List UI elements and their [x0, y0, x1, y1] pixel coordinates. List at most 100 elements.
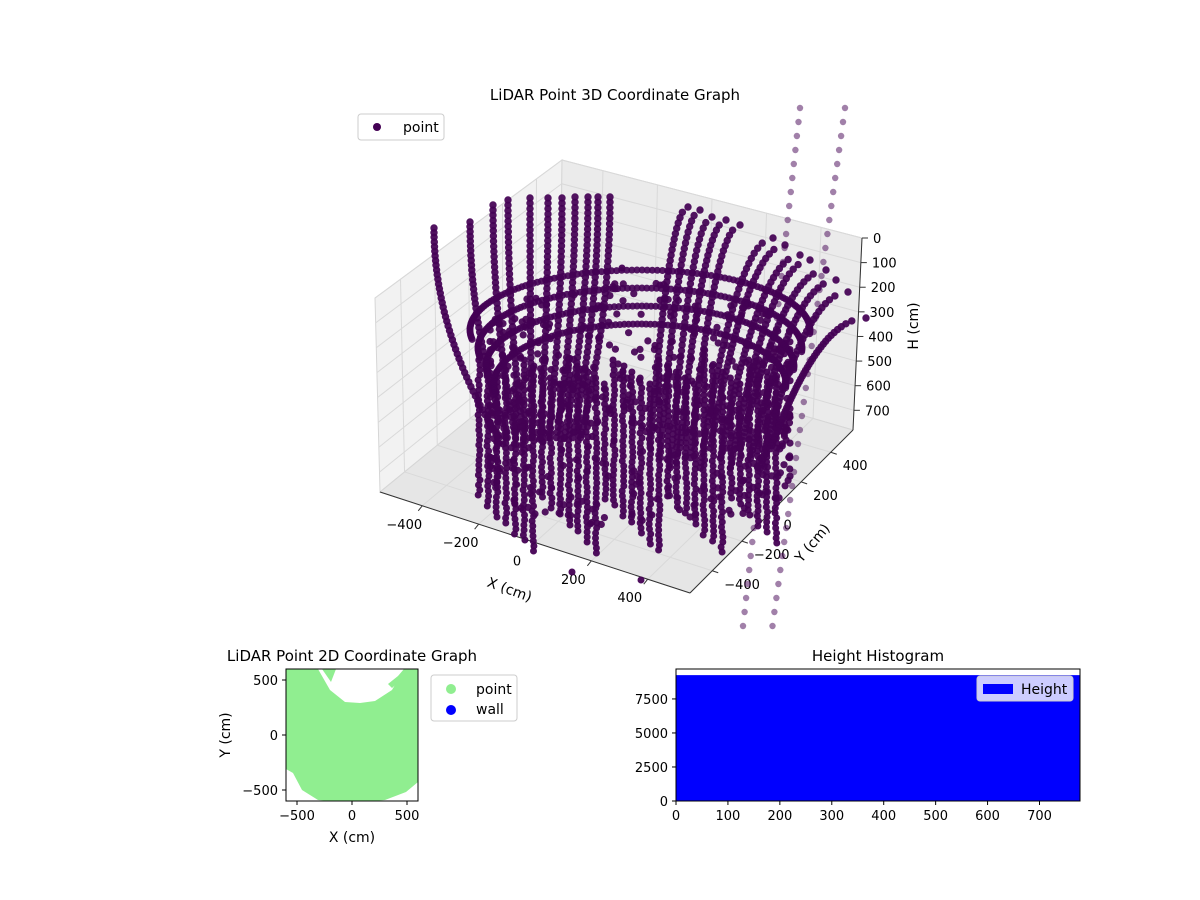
data-point — [656, 296, 664, 304]
data-point — [619, 397, 627, 405]
data-point — [592, 252, 601, 260]
data-point — [736, 444, 745, 452]
data-point — [656, 448, 665, 456]
data-point — [781, 538, 788, 546]
data-point — [679, 250, 687, 258]
data-point — [605, 241, 613, 249]
x-tick-3d — [474, 523, 480, 530]
data-point — [699, 531, 707, 539]
data-point — [570, 236, 579, 244]
data-point — [558, 226, 566, 234]
data-point — [636, 469, 644, 477]
data-point — [675, 369, 683, 377]
x-axis-label-3d: X (cm) — [485, 575, 534, 606]
data-point — [682, 439, 690, 447]
data-point — [556, 480, 564, 488]
data-point — [543, 268, 551, 277]
data-point — [713, 323, 721, 331]
data-point — [539, 391, 547, 399]
data-point — [574, 502, 582, 510]
data-point — [520, 433, 528, 442]
data-point — [544, 226, 552, 234]
data-point — [539, 386, 547, 394]
data-point — [796, 426, 804, 434]
data-point — [709, 462, 717, 470]
data-point — [594, 198, 602, 206]
histogram-axes: 0 100 200 300 400 500 600 700 0 2500 5000 7500 — [635, 693, 1052, 824]
data-point — [710, 334, 718, 342]
data-point — [647, 495, 655, 503]
data-point — [668, 435, 677, 444]
data-point — [669, 430, 677, 438]
x-tick-3d — [417, 505, 423, 512]
data-point — [762, 468, 770, 476]
data-point — [601, 450, 609, 458]
data-point — [502, 469, 509, 477]
data-point — [667, 332, 676, 341]
data-point — [669, 316, 678, 324]
data-point — [841, 104, 849, 112]
data-point — [656, 331, 665, 339]
data-point — [551, 359, 560, 367]
data-point — [611, 421, 618, 429]
histogram-legend-label: Height — [1021, 682, 1068, 698]
data-point — [519, 331, 527, 339]
data-point — [691, 470, 698, 478]
data-point — [710, 507, 718, 515]
data-point — [663, 267, 671, 275]
data-point — [636, 474, 644, 482]
data-point — [538, 468, 546, 476]
data-point — [651, 379, 660, 388]
data-point — [564, 343, 572, 351]
data-point — [584, 193, 592, 201]
data-point — [592, 474, 600, 482]
z-tick-label-3d: 500 — [867, 355, 892, 370]
data-point — [605, 236, 613, 244]
data-point — [561, 369, 569, 378]
grid-line-y-wall — [400, 279, 406, 472]
data-point — [676, 444, 684, 452]
data-point — [592, 484, 600, 492]
data-point — [602, 480, 610, 488]
y-axis-label-3d: Y (cm) — [792, 521, 834, 567]
data-point — [593, 236, 601, 244]
data-point — [592, 262, 600, 271]
data-point — [566, 461, 574, 469]
data-point — [681, 509, 689, 517]
data-point — [526, 194, 534, 202]
data-point — [592, 494, 600, 502]
y-tick-label-3d: 200 — [813, 489, 838, 504]
data-point — [506, 275, 514, 283]
data-point — [493, 473, 501, 481]
data-point — [655, 486, 663, 494]
data-point — [790, 160, 797, 168]
data-point — [772, 459, 780, 467]
data-point — [476, 361, 484, 369]
data-point — [636, 439, 644, 447]
data-point — [527, 370, 535, 378]
data-point — [527, 359, 535, 367]
data-point — [611, 345, 620, 353]
data-point — [583, 503, 591, 511]
data-point — [830, 188, 837, 196]
data-point — [568, 433, 577, 442]
data-point — [557, 460, 565, 468]
data-point — [832, 174, 839, 182]
data-point — [636, 374, 644, 382]
data-point — [568, 284, 576, 292]
data-point — [646, 540, 654, 548]
data-point — [521, 536, 529, 544]
data-point — [773, 594, 780, 602]
data-point — [627, 378, 635, 386]
data-point — [580, 294, 588, 303]
data-point — [674, 374, 683, 383]
data-point — [593, 225, 602, 233]
data-point — [620, 462, 628, 470]
data-point — [745, 496, 753, 504]
data-point — [494, 483, 501, 491]
data-point — [592, 489, 600, 497]
data-point — [618, 487, 626, 495]
data-point — [521, 511, 528, 519]
data-point — [557, 247, 565, 255]
data-point — [822, 266, 830, 274]
